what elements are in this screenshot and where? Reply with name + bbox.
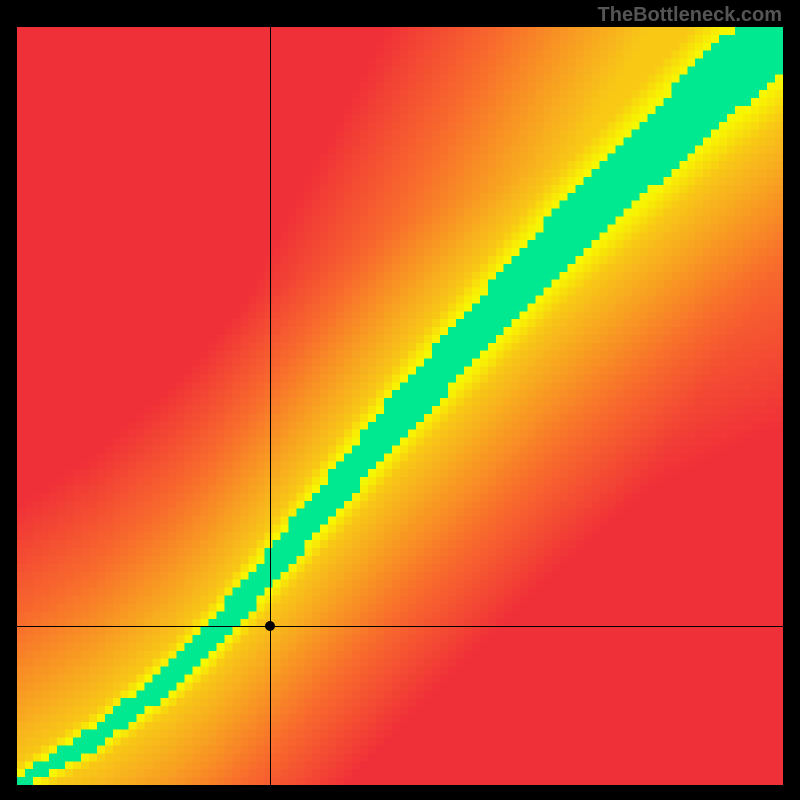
crosshair-horizontal-line (17, 626, 783, 627)
crosshair-marker (265, 621, 275, 631)
bottleneck-heatmap (17, 27, 783, 785)
heatmap-plot-area (17, 27, 783, 785)
watermark-text: TheBottleneck.com (598, 4, 782, 27)
chart-container: TheBottleneck.com (0, 0, 800, 800)
crosshair-vertical-line (270, 27, 271, 785)
